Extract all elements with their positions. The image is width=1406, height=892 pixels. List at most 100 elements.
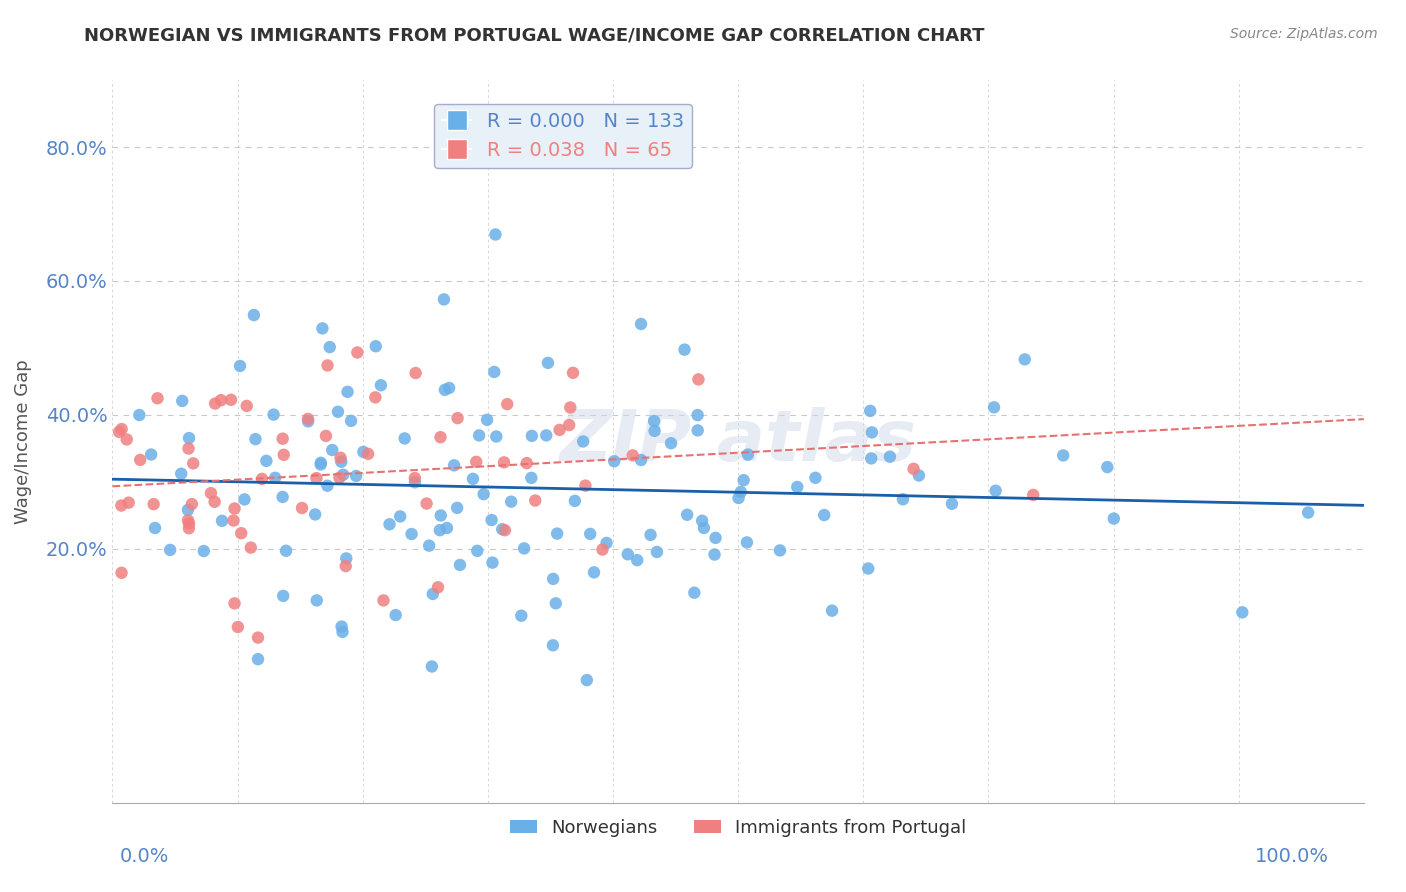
Text: ZIP atlas: ZIP atlas [560,407,917,476]
Norwegians [193,544,215,558]
Norwegians [449,558,471,572]
Norwegians [693,521,716,535]
Norwegians [1102,511,1125,525]
Norwegians [433,383,456,397]
Immigrants from Portugal [429,430,451,444]
Immigrants from Portugal [224,501,246,516]
Norwegians [546,526,568,541]
Norwegians [429,508,451,523]
Norwegians [332,624,354,639]
Norwegians [595,536,617,550]
Norwegians [433,293,456,307]
Norwegians [378,517,401,532]
Norwegians [941,497,963,511]
Immigrants from Portugal [204,396,226,410]
Norwegians [858,561,880,575]
Norwegians [572,434,595,449]
Immigrants from Portugal [427,580,450,594]
Legend: Norwegians, Immigrants from Portugal: Norwegians, Immigrants from Portugal [502,812,974,845]
Norwegians [786,480,808,494]
Norwegians [484,227,506,242]
Immigrants from Portugal [560,401,582,415]
Norwegians [640,528,662,542]
Immigrants from Portugal [181,456,204,470]
Norwegians [394,431,416,445]
Norwegians [541,638,564,652]
Norwegians [686,408,709,422]
Norwegians [468,428,491,442]
Norwegians [404,475,426,490]
Norwegians [436,521,458,535]
Text: 0.0%: 0.0% [120,847,169,866]
Immigrants from Portugal [328,471,350,485]
Norwegians [676,508,699,522]
Norwegians [422,587,444,601]
Norwegians [139,448,162,462]
Norwegians [254,454,277,468]
Immigrants from Portugal [180,497,202,511]
Norwegians [340,414,363,428]
Immigrants from Portugal [357,447,380,461]
Norwegians [769,543,792,558]
Immigrants from Portugal [209,393,232,408]
Norwegians [309,458,332,472]
Norwegians [727,491,749,505]
Immigrants from Portugal [226,620,249,634]
Text: Source: ZipAtlas.com: Source: ZipAtlas.com [1230,27,1378,41]
Immigrants from Portugal [346,345,368,359]
Norwegians [860,425,883,440]
Immigrants from Portugal [548,423,571,437]
Immigrants from Portugal [404,471,426,485]
Immigrants from Portugal [405,366,427,380]
Norwegians [364,339,387,353]
Immigrants from Portugal [146,391,169,405]
Norwegians [735,535,758,549]
Norwegians [437,381,460,395]
Immigrants from Portugal [273,448,295,462]
Norwegians [247,652,270,666]
Norwegians [384,608,406,623]
Immigrants from Portugal [592,542,614,557]
Norwegians [429,523,451,537]
Norwegians [305,593,328,607]
Immigrants from Portugal [200,486,222,500]
Norwegians [860,451,883,466]
Immigrants from Portugal [291,500,314,515]
Immigrants from Portugal [335,559,357,574]
Norwegians [263,408,285,422]
Norwegians [177,503,200,517]
Y-axis label: Wage/Income Gap: Wage/Income Gap [14,359,32,524]
Norwegians [233,492,256,507]
Norwegians [804,471,827,485]
Text: 100.0%: 100.0% [1254,847,1329,866]
Norwegians [730,485,752,500]
Immigrants from Portugal [364,390,387,404]
Immigrants from Portugal [115,433,138,447]
Norwegians [1232,605,1254,619]
Norwegians [643,414,665,428]
Immigrants from Portugal [621,449,644,463]
Norwegians [704,531,727,545]
Immigrants from Portugal [574,478,596,492]
Norwegians [603,454,626,468]
Immigrants from Portugal [219,392,242,407]
Norwegians [813,508,835,522]
Norwegians [336,384,359,399]
Norwegians [472,487,495,501]
Norwegians [541,572,564,586]
Norwegians [143,521,166,535]
Immigrants from Portugal [1022,488,1045,502]
Norwegians [316,479,339,493]
Norwegians [332,467,354,482]
Norwegians [659,436,682,450]
Norwegians [1097,460,1119,475]
Norwegians [484,365,506,379]
Immigrants from Portugal [297,412,319,426]
Norwegians [579,527,602,541]
Immigrants from Portugal [142,497,165,511]
Norwegians [520,471,543,485]
Norwegians [297,414,319,428]
Norwegians [330,455,353,469]
Norwegians [683,585,706,599]
Norwegians [690,514,713,528]
